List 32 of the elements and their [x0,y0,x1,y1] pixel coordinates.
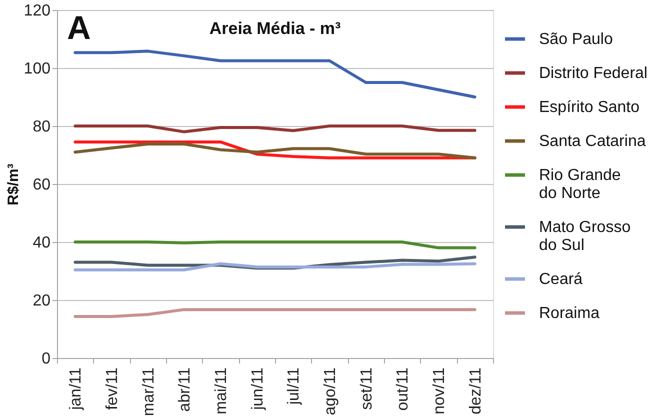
text: Areia Média - m³ [209,19,341,38]
y-tick-label: 20 [32,292,51,310]
legend-label: Ceará [539,271,583,288]
y-axis-title: R$/m³ [4,164,22,206]
x-tick-label: abr/11 [176,367,194,412]
x-tick-label: mai/11 [213,367,230,414]
x-tick-label: out/11 [394,367,412,411]
y-tick-label: 80 [32,118,51,136]
legend-label: Roraima [539,305,600,322]
legend-label: Rio Grande do Norte [539,167,621,202]
x-tick-label: jun/11 [249,367,266,411]
legend-label: Santa Catarina [539,133,646,150]
y-tick-label: 40 [32,234,51,252]
line-series [74,262,476,272]
y-tick-label: 0 [42,350,51,368]
legend-label: Mato Grosso do Sul [539,219,631,254]
y-tick-label: 120 [24,2,51,20]
legend-label: São Paulo [539,31,613,48]
y-tick-label: 60 [32,176,51,194]
y-tick-label: 100 [24,60,51,78]
x-tick-label: nov/11 [431,367,448,414]
x-tick-label: mar/11 [140,367,158,416]
x-tick-label: dez/11 [467,367,484,414]
x-tick-label: ago/11 [322,367,339,416]
legend-label: Espírito Santo [539,99,640,116]
legend-label: Distrito Federal [539,65,648,82]
x-tick-label: fev/11 [104,367,121,410]
x-tick-label: set/11 [358,367,376,410]
x-tick-label: jul/11 [286,367,303,406]
line-series [74,50,476,98]
annotation: A [67,9,91,46]
x-tick-label: jan/11 [68,367,85,411]
